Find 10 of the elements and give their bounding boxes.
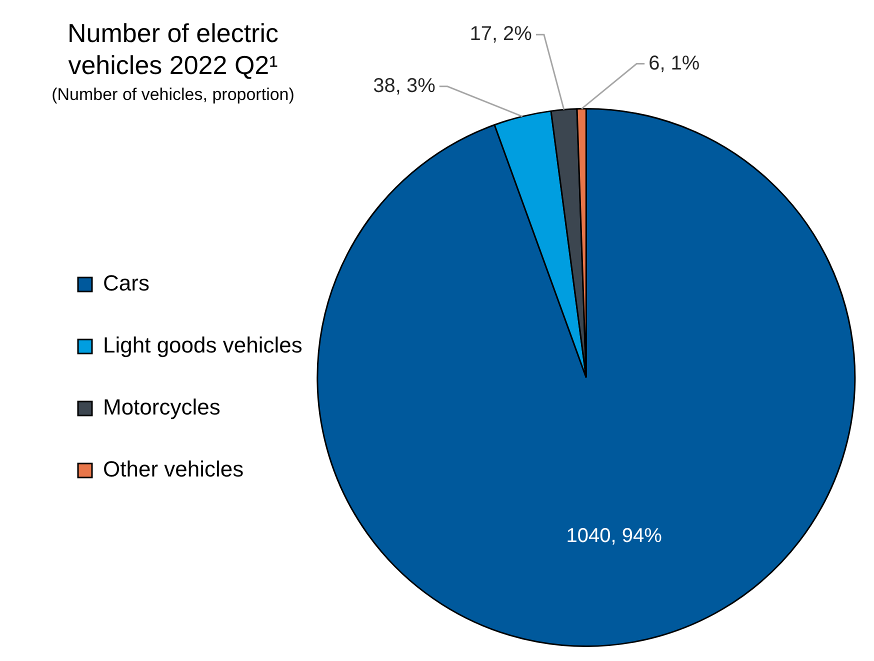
text: (Number of vehicles, proportion) — [52, 85, 294, 104]
data-label: 17, 2% — [470, 23, 532, 46]
legend-label: Motorcycles — [103, 394, 220, 420]
data-label: 6, 1% — [648, 52, 700, 74]
data-label: 38, 3% — [373, 74, 436, 97]
legend-label: Cars — [103, 270, 150, 296]
legend-label: Light goods vehicles — [103, 332, 302, 358]
chart-title: Number of electric vehicles 2022 Q2¹ — [68, 18, 278, 80]
data-label: 1040, 94% — [566, 524, 662, 547]
legend-label: Other vehicles — [103, 456, 244, 482]
